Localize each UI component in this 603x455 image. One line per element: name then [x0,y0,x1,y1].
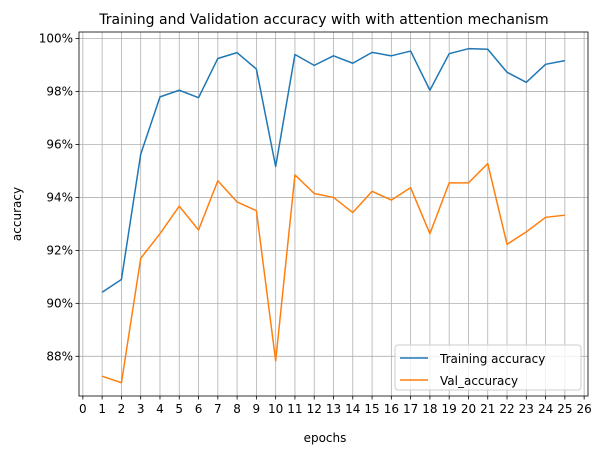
x-tick-label: 8 [233,402,241,416]
x-tick-label: 3 [137,402,145,416]
x-tick-label: 16 [384,402,399,416]
x-tick-label: 17 [403,402,418,416]
x-tick-label: 5 [175,402,183,416]
x-axis-title: epochs [304,431,347,445]
x-tick-label: 14 [345,402,360,416]
legend: Training accuracy Val_accuracy [394,344,582,391]
x-tick-label: 23 [519,402,534,416]
y-tick-label: 98% [46,85,73,99]
x-axis: 0 1 2 3 4 5 6 7 8 9 10 11 12 13 14 15 16 17 18 19 20 21 22 23 24… [79,396,592,416]
x-tick-label: 18 [422,402,437,416]
legend-label-training: Training accuracy [439,352,545,366]
chart-title: Training and Validation accuracy with wi… [98,12,548,28]
y-tick-label: 88% [46,349,73,363]
x-tick-label: 15 [364,402,379,416]
x-tick-label: 22 [499,402,514,416]
x-tick-label: 7 [214,402,222,416]
training-accuracy-line [101,47,566,293]
x-tick-label: 0 [79,402,87,416]
val-accuracy-line [101,162,565,384]
x-tick-label: 6 [195,402,203,416]
x-tick-label: 2 [118,402,126,416]
y-tick-label: 96% [46,138,73,152]
y-tick-label: 100% [39,32,73,46]
x-tick-label: 9 [253,402,261,416]
x-tick-label: 11 [287,402,302,416]
x-tick-label: 13 [326,402,341,416]
x-tick-label: 12 [307,402,322,416]
x-tick-label: 25 [557,402,572,416]
grid [79,32,588,396]
legend-label-validation: Val_accuracy [440,374,518,388]
x-tick-label: 24 [538,402,553,416]
x-tick-label: 4 [156,402,164,416]
y-axis: 88% 90% 92% 94% 96% 98% 100% [39,32,79,363]
y-axis-title: accuracy [10,187,24,241]
x-tick-label: 26 [577,402,592,416]
x-tick-label: 1 [98,402,106,416]
x-tick-label: 10 [268,402,283,416]
legend-box [394,344,582,391]
x-tick-label: 19 [442,402,457,416]
y-tick-label: 92% [46,243,73,257]
y-tick-label: 94% [46,190,73,204]
y-tick-label: 90% [46,296,73,310]
series-layer [101,47,566,384]
x-tick-label: 20 [461,402,476,416]
x-tick-label: 21 [480,402,495,416]
